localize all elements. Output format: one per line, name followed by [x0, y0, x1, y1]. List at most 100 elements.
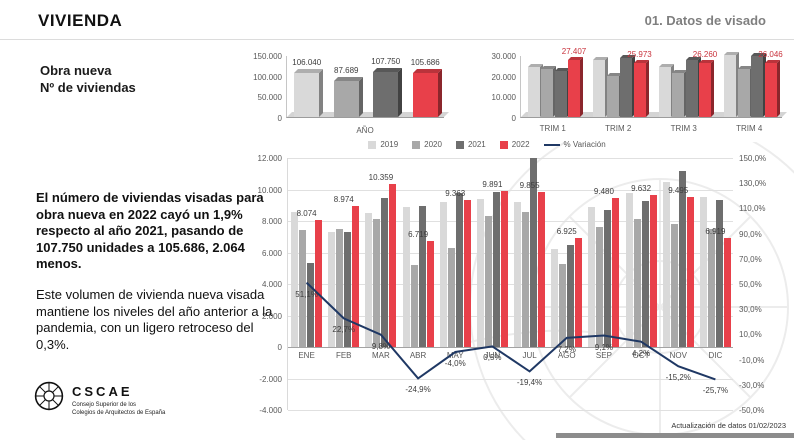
monthly-bar-value: 9.855 [519, 180, 540, 190]
bar-front-face [541, 69, 553, 117]
annual-bar-value: 107.750 [371, 57, 401, 67]
annual-bar-chart: 150.000 100.000 50.000 0 106.040 87.689 107.75… [238, 46, 452, 146]
monthly-bar-2019-NOV [662, 181, 670, 347]
footer-bar [556, 433, 794, 438]
legend-item-2019: 2019 [368, 140, 398, 149]
main-ytick-left: 12.000 [257, 154, 282, 163]
legend-label: 2019 [380, 140, 399, 149]
quarterly-bar-2019-TRIM 3 [658, 63, 674, 117]
legend-color-swatch [368, 140, 377, 149]
month-label: MAR [372, 351, 390, 360]
chart-subtitle: Obra nueva Nº de viviendas [40, 62, 136, 96]
monthly-bar-2022-DIC [723, 238, 731, 347]
gridline [288, 189, 733, 191]
cscae-emblem-icon [34, 381, 64, 411]
gridline [288, 410, 733, 411]
legend-label: 2020 [424, 140, 442, 149]
quarterly-cat-label: TRIM 2 [605, 124, 632, 133]
main-ytick-left: -4.000 [259, 406, 282, 415]
month-label: NOV [669, 351, 687, 360]
bar-front-face [294, 73, 320, 117]
main-ytick-right: 50,0% [739, 280, 762, 289]
monthly-bar-value: 6.925 [556, 226, 577, 236]
page-title: VIVIENDA [38, 11, 123, 30]
monthly-bar-value: 10.359 [368, 172, 394, 182]
monthly-bar-2019-MAR [365, 213, 373, 347]
legend-color-swatch [455, 140, 464, 149]
quarterly-bar-2020-TRIM 4 [737, 65, 753, 117]
monthly-bar-value: 9.480 [593, 186, 614, 196]
monthly-bar-2019-ENE [291, 211, 299, 347]
gridline [288, 252, 733, 254]
annual-bar-2021 [373, 68, 403, 117]
monthly-bar-2022-AGO [575, 237, 583, 347]
monthly-bar-value: 9.495 [668, 186, 689, 196]
quarterly-bar-2020-TRIM 1 [541, 66, 556, 117]
variation-value: -25,7% [702, 386, 729, 396]
quarterly-bar-2022-TRIM 2 [633, 60, 649, 117]
variation-value: 9,1% [594, 342, 614, 352]
bar-front-face [527, 66, 540, 117]
main-ytick-right: 70,0% [739, 254, 762, 264]
annual-bar-2019 [294, 69, 324, 117]
bar-front-face [724, 55, 736, 117]
monthly-bar-2020-FEB [336, 228, 344, 347]
variation-value: 22,7% [332, 325, 356, 335]
monthly-bar-2019-JUL [514, 202, 522, 347]
logo-text: CSCAE Consejo Superior de los Colegios d… [72, 384, 165, 417]
monthly-bar-2022-NOV [686, 197, 694, 347]
main-ytick-right: 30,0% [739, 305, 762, 315]
monthly-bar-2022-OCT [649, 195, 657, 347]
monthly-bar-value: 6.719 [408, 230, 429, 240]
variation-value: -4,0% [444, 359, 466, 369]
quarterly-plot: 27.407 25.973 26.260 26.046 [520, 47, 787, 118]
monthly-bar-2021-FEB [344, 231, 352, 347]
quarterly-bar-2022-TRIM 4 [764, 60, 780, 117]
monthly-bar-value: 9.632 [631, 184, 652, 194]
legend-item--variaci-n: % Variación [543, 140, 606, 149]
monthly-bar-2020-JUL [522, 211, 530, 347]
legend-line-swatch [543, 143, 560, 146]
quarterly-bar-2020-TRIM 2 [606, 73, 622, 117]
quarterly-bar-2021-TRIM 4 [751, 52, 766, 117]
month-label: FEB [335, 351, 352, 360]
monthly-bar-value: 8.974 [333, 194, 354, 204]
legend-label: % Variación [563, 140, 606, 149]
bar-front-face [737, 68, 750, 117]
monthly-bar-2021-SEP [604, 210, 612, 347]
main-ytick-right: 150,0% [739, 154, 767, 163]
monthly-bar-2019-AGO [551, 249, 559, 347]
subtitle-line1: Obra nueva [40, 63, 112, 78]
bar-front-face [373, 72, 399, 117]
logo-name-line2: Colegios de Arquitectos de España [72, 409, 166, 416]
bar-front-face [606, 76, 619, 117]
monthly-bar-2022-JUN [500, 191, 508, 347]
section-title: 01. Datos de visado [644, 13, 766, 28]
main-ytick-right: 90,0% [739, 229, 762, 239]
gridline [288, 284, 733, 285]
monthly-bar-2019-SEP [588, 206, 596, 347]
variation-value: 51,1% [295, 289, 318, 299]
annual-bar-value: 87.689 [334, 65, 359, 75]
monthly-bar-2021-DIC [715, 200, 723, 347]
main-ytick-right: 10,0% [739, 330, 762, 340]
monthly-bar-value: 9.363 [445, 188, 466, 198]
variation-value: 0,5% [483, 353, 502, 363]
monthly-bar-2019-JUN [476, 198, 484, 347]
legend-item-2020: 2020 [412, 140, 442, 149]
bar-side-face [398, 68, 403, 117]
quarterly-bar-2019-TRIM 4 [724, 52, 739, 117]
variation-value: 7,2% [557, 344, 576, 354]
bar-front-face [658, 66, 671, 117]
bar-front-face [593, 60, 605, 117]
quarterly-ytick: 30.000 [491, 52, 516, 61]
subtitle-line2: Nº de viviendas [40, 80, 136, 95]
monthly-bar-2020-OCT [633, 219, 641, 347]
monthly-bar-2021-MAY [455, 193, 463, 347]
monthly-bar-2020-DIC [707, 228, 715, 347]
legend-label: 2021 [467, 140, 486, 149]
month-label: JUL [522, 351, 537, 360]
main-ytick-left: 8.000 [261, 217, 282, 226]
bar-side-face [437, 69, 442, 117]
main-ytick-right: -30,0% [739, 380, 765, 390]
